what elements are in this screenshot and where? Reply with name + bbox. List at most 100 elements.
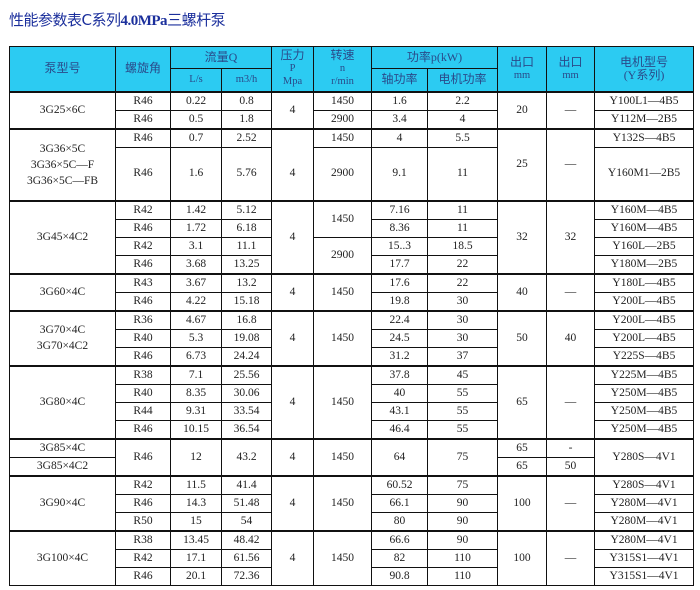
table-cell: 50 <box>497 309 548 366</box>
table-cell: 24.5 <box>371 328 429 348</box>
table-row: R46 3.68 13.25 17.7 22 Y180M—2B5 <box>10 254 695 274</box>
table-cell: R46 <box>115 254 171 274</box>
table-cell: 5.76 <box>220 146 273 201</box>
table-cell: Y250M—4B5 <box>594 419 695 439</box>
table-cell: 3.1 <box>170 236 222 256</box>
table-cell: 17.7 <box>371 254 429 274</box>
table-cell: 65 <box>497 437 548 458</box>
col-helix-angle: 螺旋角 <box>115 46 171 92</box>
outlet-label: 出口 <box>510 54 535 69</box>
title-prefix: 性能参数表C系列 <box>9 11 121 29</box>
table-cell: 43.1 <box>371 401 429 421</box>
motor-series-label: (Y系列) <box>623 67 665 82</box>
table-cell: 2900 <box>313 236 373 274</box>
table-cell: 37.8 <box>371 364 429 385</box>
table-cell: 5.5 <box>427 127 499 148</box>
speed-unit: r/min <box>331 76 354 88</box>
table-cell: R46 <box>115 566 171 586</box>
table-cell: Y280S—4V1 <box>594 474 695 495</box>
table-cell: 17.1 <box>170 548 222 568</box>
speed-label: 转速 <box>330 48 355 63</box>
table-cell: 1.42 <box>170 199 222 220</box>
table-cell: 8.36 <box>371 218 429 238</box>
table-cell: 110 <box>427 548 499 568</box>
col-power: 功率p(kW) <box>371 46 499 69</box>
table-cell: 3G25×6C <box>9 90 116 129</box>
table-cell: 3G60×4C <box>9 272 116 311</box>
table-cell: 32 <box>497 199 548 274</box>
table-cell: 13.25 <box>220 254 273 274</box>
table-cell: 3G100×4C <box>9 529 116 586</box>
table-cell: 9.1 <box>371 146 429 201</box>
table-cell: 22 <box>427 272 499 293</box>
table-cell: 72.36 <box>220 566 273 586</box>
col-speed: 转速 n r/min <box>313 46 373 92</box>
table-cell: 3G36×5C 3G36×5C—F 3G36×5C—FB <box>9 127 116 201</box>
table-cell: 4 <box>271 199 315 274</box>
table-cell: 45 <box>427 364 499 385</box>
table-cell: 30.06 <box>220 383 273 403</box>
pressure-symbol: P <box>289 63 296 75</box>
table-row: R42 17.1 61.56 82 110 Y315S1—4V1 <box>10 548 695 568</box>
table-cell: 0.5 <box>170 109 222 129</box>
table-row: 3G80×4C R38 7.1 25.56 4 1450 37.8 45 65— Y225M—4B… <box>9 364 695 439</box>
table-cell: 4 <box>271 364 315 439</box>
table-cell: R44 <box>115 401 171 421</box>
table-cell: 3G70×4C 3G70×4C2 <box>9 309 116 366</box>
table-cell: R42 <box>115 548 171 568</box>
table-cell: 90 <box>427 529 499 550</box>
table-cell: 8.35 <box>170 383 222 403</box>
table-cell: — <box>546 90 596 129</box>
table-cell: 1450 <box>313 364 373 439</box>
table-cell: 43.2 <box>220 437 273 476</box>
table-cell: 5.3 <box>170 328 222 348</box>
table-cell: Y112M—2B5 <box>594 109 695 129</box>
table-cell: — <box>546 127 596 201</box>
table-cell: 1450 <box>313 309 373 366</box>
table-cell: Y180L—4B5 <box>594 272 695 293</box>
col-flow: 流量Q <box>169 46 273 69</box>
table-cell: 41.4 <box>220 474 273 495</box>
table-cell: Y100L1—4B5 <box>594 90 695 111</box>
table-cell: Y225S—4B5 <box>594 346 695 366</box>
table-cell: 3G90×4C <box>9 474 116 531</box>
table-cell: 36.54 <box>220 419 273 439</box>
table-cell: 90 <box>427 511 499 531</box>
table-row: R46 1.6 5.76 2900 9.1 11 Y160M1—2B5 <box>10 146 695 201</box>
outlet-unit: mm <box>513 69 531 81</box>
table-cell: 4 <box>427 109 499 129</box>
table-cell: R46 <box>115 493 171 513</box>
col-flow-m3h: m3/h <box>220 68 273 92</box>
table-cell: 22.4 <box>371 309 429 330</box>
motor-model-label: 电机型号 <box>620 54 669 69</box>
table-cell: Y200L—4B5 <box>594 291 695 311</box>
table-cell: 24.24 <box>220 346 273 366</box>
table-row: 3G100×4C R38 13.45 48.42 4 1450 66.6 90 100— Y280… <box>9 529 695 586</box>
table-cell: 110 <box>427 566 499 586</box>
table-cell: 3G45×4C2 <box>9 199 116 274</box>
table-cell: 37 <box>427 346 499 366</box>
table-cell: 61.56 <box>220 548 273 568</box>
table-cell: 33.54 <box>220 401 273 421</box>
table-cell: Y225M—4B5 <box>594 364 695 385</box>
col-shaft-power: 轴功率 <box>371 68 429 92</box>
table-cell: 14.3 <box>170 493 222 513</box>
table-cell: 66.1 <box>371 493 429 513</box>
table-cell: 11.1 <box>220 236 273 256</box>
table-cell: 1450 <box>313 199 373 238</box>
table-cell: Y200L—4B5 <box>594 328 695 348</box>
table-cell: 40 <box>497 272 548 311</box>
table-cell: R46 <box>115 291 171 311</box>
table-cell: 6.73 <box>170 346 222 366</box>
table-cell: Y160M1—2B5 <box>594 146 695 201</box>
table-cell: Y280M—4V1 <box>594 529 695 550</box>
title-suffix: 三螺杆泵 <box>167 11 226 29</box>
table-cell: 25 <box>497 127 548 201</box>
table-cell: R40 <box>115 328 171 348</box>
table-row: 3G25×6C R46 0.22 0.8 4 1450 1.6 2.2 20— Y100L1—4B… <box>9 90 695 129</box>
col-motor-power: 电机功率 <box>427 68 499 92</box>
table-body: 3G25×6C R46 0.22 0.8 4 1450 1.6 2.2 20— Y100L1—4B… <box>9 90 695 586</box>
table-cell: 48.42 <box>220 529 273 550</box>
table-cell: 2.52 <box>220 127 273 148</box>
table-cell: R42 <box>115 199 171 220</box>
